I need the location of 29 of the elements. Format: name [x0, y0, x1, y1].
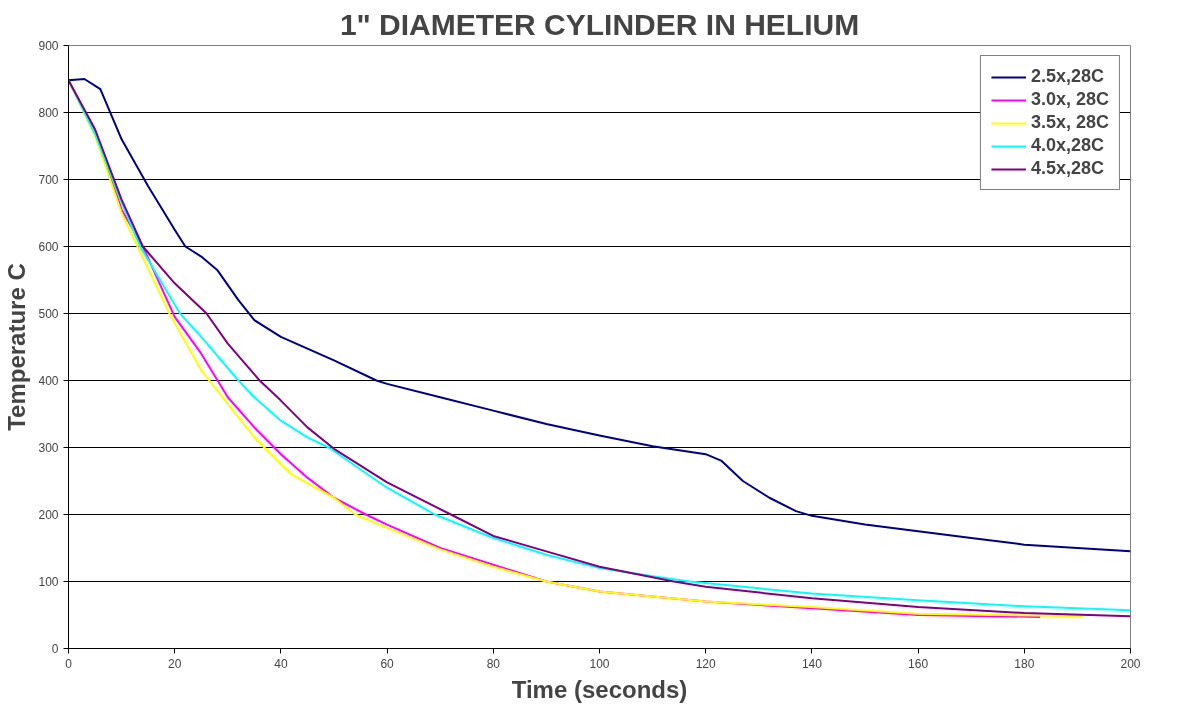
x-tick-label: 120	[695, 656, 717, 671]
y-tick-label: 0	[51, 642, 59, 656]
y-axis-title: Temperature C	[3, 263, 31, 431]
legend-label: 4.0x,28C	[1030, 135, 1104, 156]
legend-label: 2.5x,28C	[1030, 66, 1104, 87]
x-tick-label: 180	[1014, 656, 1035, 671]
legend-label: 4.5x,28C	[1030, 158, 1104, 179]
x-tick-label: 0	[65, 656, 73, 671]
x-tick-label: 60	[380, 656, 395, 671]
y-tick-label: 700	[38, 173, 59, 187]
y-tick-label: 300	[38, 441, 59, 455]
y-tick-label: 200	[38, 508, 59, 522]
x-tick-label: 160	[908, 656, 929, 671]
legend-label: 3.0x, 28C	[1030, 89, 1109, 110]
x-tick-label: 80	[486, 656, 501, 671]
y-tick-label: 400	[38, 374, 59, 388]
y-tick-label: 600	[38, 240, 59, 254]
y-tick-label: 800	[38, 106, 59, 120]
x-axis-title: Time (seconds)	[511, 675, 688, 703]
legend-label: 3.5x, 28C	[1030, 112, 1109, 133]
x-tick-label: 40	[274, 656, 288, 671]
x-tick-label: 20	[168, 656, 182, 671]
y-tick-label: 900	[38, 39, 59, 53]
y-tick-label: 100	[38, 575, 59, 589]
y-tick-label: 500	[38, 307, 59, 321]
x-tick-label: 100	[589, 656, 610, 671]
chart-title: 1" DIAMETER CYLINDER IN HELIUM	[339, 7, 860, 41]
x-tick-label: 140	[801, 656, 823, 671]
x-tick-label: 200	[1120, 656, 1141, 671]
